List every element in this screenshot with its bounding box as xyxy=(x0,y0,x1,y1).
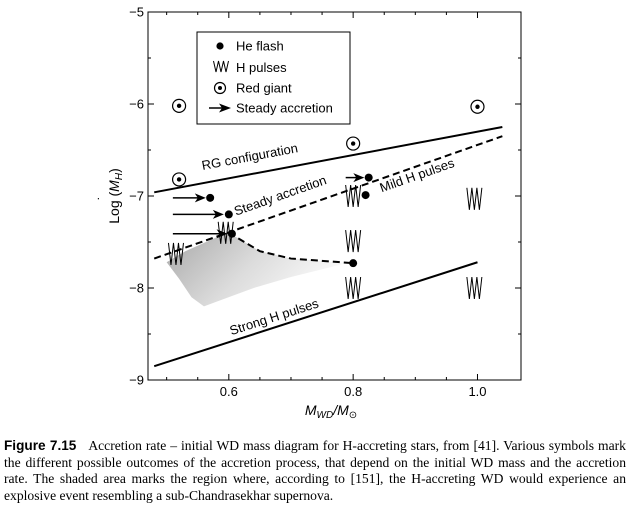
y-axis-label: Log (MH) ˙ xyxy=(95,168,125,224)
he-flash-marker xyxy=(206,193,215,202)
y-tick-label: −6 xyxy=(129,97,144,112)
h-pulses-marker xyxy=(167,242,184,266)
boundary-line-0 xyxy=(154,126,503,194)
legend-steady-accretion-icon xyxy=(209,103,231,113)
legend-label-h-pulses: H pulses xyxy=(236,60,287,75)
caption-label: Figure 7.15 xyxy=(4,438,77,453)
x-tick-label: 1.0 xyxy=(468,384,486,399)
legend: He flash H pulses Red giant Steady accre… xyxy=(196,31,351,125)
red-giant-marker-dot xyxy=(176,103,182,109)
red-giant-marker-dot xyxy=(176,177,182,182)
line-label: Mild H pulses xyxy=(378,155,457,195)
h-pulses-marker xyxy=(345,230,362,253)
caption-text: Accretion rate – initial WD mass diagram… xyxy=(4,438,626,503)
shaded-region xyxy=(166,232,347,307)
h-pulses-marker xyxy=(466,276,483,300)
y-tick-label: −8 xyxy=(129,281,144,296)
legend-h-pulses-icon xyxy=(213,60,229,73)
boundary-line-2 xyxy=(153,261,478,368)
steady-accretion-arrowhead xyxy=(212,209,224,219)
x-tick-label: 0.8 xyxy=(344,384,362,399)
chart: 0.6 0.8 1.0−5−6−7−8−9 RG configurationStea… xyxy=(95,5,522,421)
h-pulses-marker xyxy=(217,221,234,244)
y-tick-label: −7 xyxy=(129,189,144,204)
line-label: Steady accretion xyxy=(232,172,328,218)
svg-text:Log (MH): Log (MH) xyxy=(106,168,125,224)
steady-accretion-arrowhead xyxy=(194,193,206,203)
he-flash-marker xyxy=(364,173,373,182)
steady-accretion-arrowhead xyxy=(353,173,365,183)
x-axis-label: MWD/M⊙ xyxy=(305,402,357,421)
h-pulses-marker xyxy=(345,184,362,208)
he-flash-marker xyxy=(361,191,370,200)
legend-label-he-flash: He flash xyxy=(236,39,284,54)
x-tick-label: 0.6 xyxy=(220,384,238,399)
legend-red-giant-icon xyxy=(213,81,227,95)
boundary-line-1 xyxy=(153,135,503,260)
he-flash-marker xyxy=(224,210,233,219)
red-giant-marker-dot xyxy=(475,104,480,109)
legend-label-steady-accretion: Steady accretion xyxy=(236,101,333,116)
figure-caption: Figure 7.15 Accretion rate – initial WD … xyxy=(4,438,626,504)
h-pulses-marker xyxy=(466,187,483,210)
y-tick-label: −9 xyxy=(129,373,144,388)
legend-label-red-giant: Red giant xyxy=(236,81,292,96)
legend-he-flash-icon xyxy=(216,42,224,50)
y-tick-label: −5 xyxy=(129,5,144,20)
red-giant-marker-dot xyxy=(350,141,356,146)
boundary-line-3 xyxy=(228,231,354,265)
svg-text:˙: ˙ xyxy=(95,196,111,201)
h-pulses-marker xyxy=(345,276,362,300)
he-flash-marker xyxy=(349,259,358,268)
he-flash-marker xyxy=(227,229,236,238)
